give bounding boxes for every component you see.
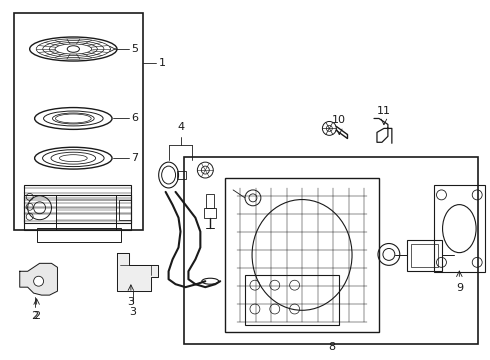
Bar: [24, 195, 131, 230]
Bar: [37, 228, 121, 242]
Text: 3: 3: [127, 297, 134, 307]
Bar: [119, 200, 131, 220]
Text: 2: 2: [31, 311, 38, 321]
Text: 11: 11: [377, 105, 391, 116]
Bar: [204, 208, 216, 218]
Text: 2: 2: [33, 311, 40, 321]
Bar: [434, 185, 485, 272]
Polygon shape: [117, 253, 158, 291]
Bar: [206, 194, 214, 208]
Text: 7: 7: [131, 153, 138, 163]
Bar: [176, 171, 187, 179]
Text: 4: 4: [177, 122, 184, 132]
Text: 10: 10: [332, 116, 346, 125]
Polygon shape: [20, 264, 57, 295]
Bar: [245, 275, 339, 325]
Bar: [14, 13, 143, 230]
Bar: [407, 239, 442, 271]
Text: 8: 8: [328, 342, 335, 352]
Text: 6: 6: [131, 113, 138, 123]
Text: 3: 3: [129, 307, 136, 317]
Bar: [225, 178, 379, 332]
Bar: [184, 157, 478, 344]
Circle shape: [34, 276, 44, 286]
Text: 5: 5: [131, 44, 138, 54]
Bar: [411, 243, 439, 267]
Text: 1: 1: [159, 58, 166, 68]
Text: 9: 9: [456, 283, 463, 293]
Bar: [56, 195, 116, 230]
Bar: [24, 185, 131, 223]
